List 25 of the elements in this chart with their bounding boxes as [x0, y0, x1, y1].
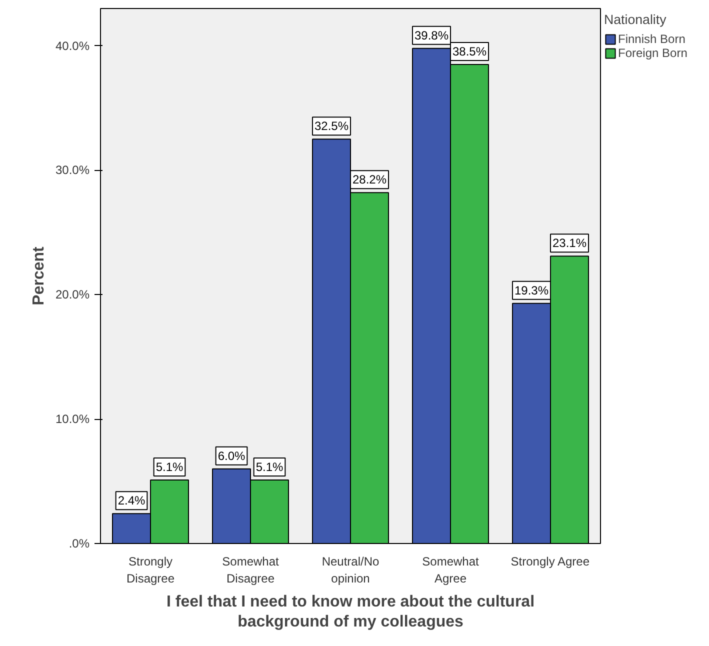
- y-axis-title: Percent: [30, 246, 48, 306]
- x-tick-label: Somewhat Disagree: [222, 554, 280, 586]
- y-tick-label: 10.0%: [55, 412, 90, 426]
- y-tick-label: 30.0%: [55, 163, 90, 178]
- y-tick-label: 40.0%: [55, 38, 90, 53]
- text: 28.2%: [352, 172, 387, 187]
- x-tick-label: Somewhat Agree: [422, 554, 480, 586]
- text: 23.1%: [552, 236, 587, 250]
- x-tick-label: Strongly Disagree: [126, 554, 175, 586]
- text: 38.5%: [452, 44, 487, 58]
- y-tick-label: .0%: [68, 536, 90, 550]
- y-tick-label: 20.0%: [55, 288, 90, 302]
- text: 32.5%: [314, 119, 349, 134]
- text: 6.0%: [218, 448, 246, 463]
- text: 5.1%: [256, 460, 284, 474]
- x-tick-label: Strongly Agree: [510, 554, 590, 568]
- legend-title: Nationality: [604, 12, 668, 27]
- text: 2.4%: [118, 494, 146, 508]
- text: 39.8%: [414, 28, 449, 42]
- x-axis-title: I feel that I need to know more about the cultural background of my colleagues: [166, 593, 535, 631]
- text: 19.3%: [514, 283, 549, 298]
- x-tick-label: Neutral/No opinion: [322, 554, 380, 586]
- text: 5.1%: [156, 460, 184, 474]
- legend-label: Finnish Born: [618, 32, 686, 46]
- legend-label: Foreign Born: [618, 46, 688, 60]
